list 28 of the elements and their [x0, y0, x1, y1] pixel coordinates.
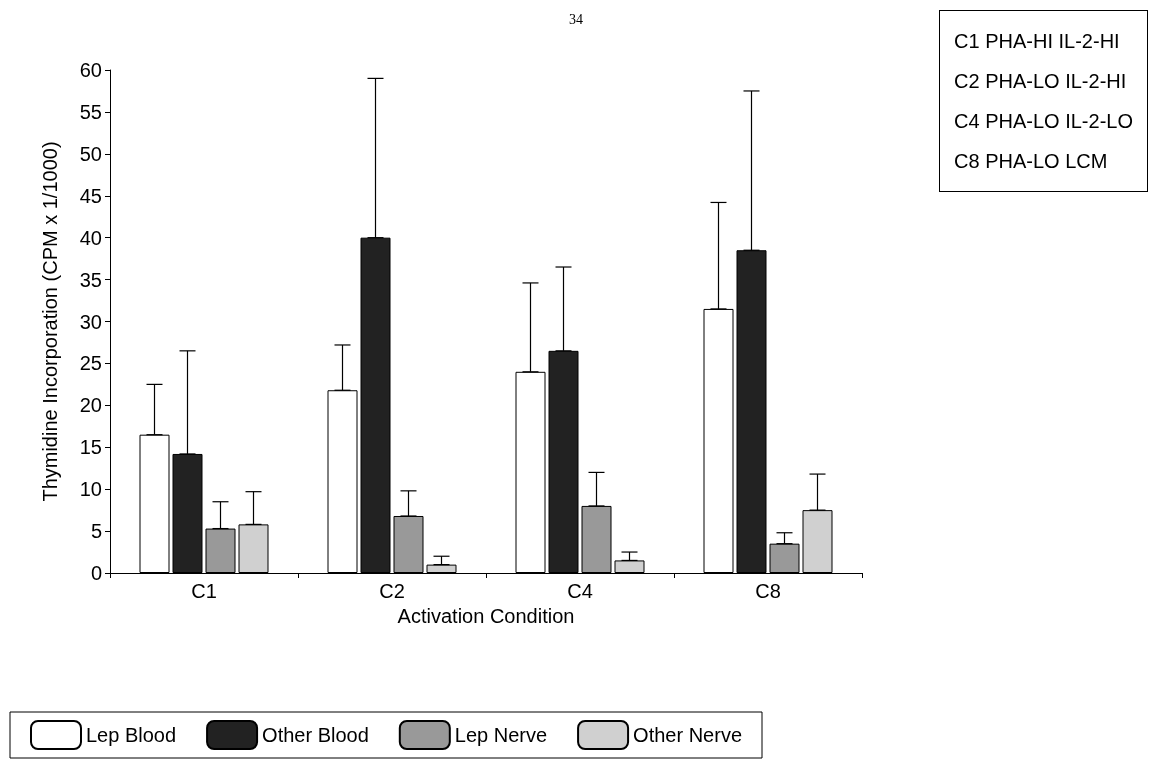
- y-axis-title: Thymidine Incorporation (CPM x 1/1000): [39, 141, 61, 502]
- legend-label: Other Nerve: [633, 724, 743, 746]
- x-tick-label: C4: [567, 580, 593, 602]
- y-tick-label: 5: [90, 520, 102, 543]
- legend-label: Lep Blood: [86, 724, 177, 746]
- y-tick-label: 15: [79, 436, 102, 459]
- x-tick-label: C2: [379, 580, 405, 602]
- y-tick-label: 0: [90, 562, 102, 584]
- y-tick-label: 45: [79, 184, 102, 207]
- y-tick-label: 60: [79, 59, 102, 81]
- x-axis-title: Activation Condition: [397, 604, 575, 627]
- text: 34: [569, 11, 583, 27]
- legend-label: Other Blood: [262, 724, 369, 746]
- x-tick-label: C1: [191, 580, 217, 602]
- y-tick-label: 30: [79, 310, 102, 333]
- text: C2 PHA-LO IL-2-HI: [954, 69, 1128, 94]
- text: C1 PHA-HI IL-2-HI: [954, 29, 1121, 54]
- text: C8 PHA-LO LCM: [954, 149, 1109, 174]
- y-tick-label: 10: [79, 478, 102, 501]
- y-tick-label: 55: [79, 100, 102, 123]
- text: C4 PHA-LO IL-2-LO: [954, 109, 1133, 134]
- legend-label: Lep Nerve: [454, 724, 548, 746]
- y-tick-label: 50: [79, 142, 102, 165]
- x-tick-label: C8: [755, 580, 781, 602]
- y-tick-label: 25: [79, 352, 102, 375]
- y-tick-label: 20: [79, 394, 102, 417]
- y-tick-label: 40: [79, 226, 102, 249]
- y-tick-label: 35: [79, 268, 102, 291]
